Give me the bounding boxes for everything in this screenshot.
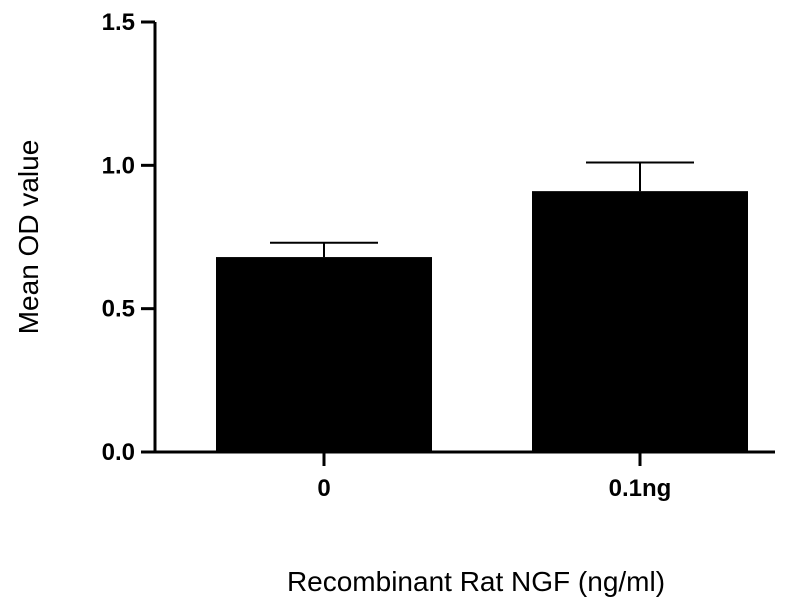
x-axis-ticks: 0 0.1ng: [317, 452, 671, 502]
bar-0: [216, 257, 432, 452]
x-tick-label: 0.1ng: [609, 475, 672, 502]
bars: [216, 161, 748, 452]
y-tick-label: 1.0: [102, 152, 135, 179]
y-axis-ticks: 0.0 0.5 1.0 1.5: [102, 9, 155, 466]
y-tick-label: 1.5: [102, 9, 135, 36]
y-axis-title: Mean OD value: [13, 140, 44, 335]
bar-1: [532, 191, 748, 452]
y-tick-label: 0.0: [102, 439, 135, 466]
y-tick-label: 0.5: [102, 296, 135, 323]
x-tick-label: 0: [317, 475, 330, 502]
x-axis-title: Recombinant Rat NGF (ng/ml): [287, 566, 665, 597]
